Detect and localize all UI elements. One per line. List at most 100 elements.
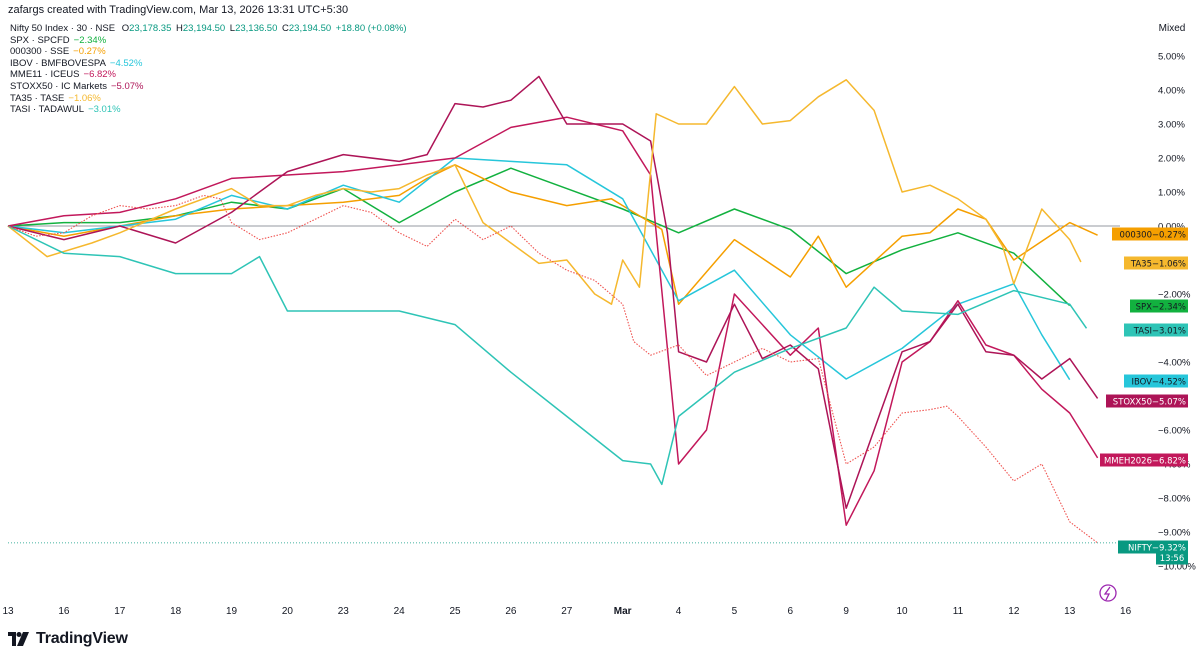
x-tick-label: 13 [2, 606, 14, 617]
legend-item-name: MME11 · ICEUS [10, 69, 80, 81]
x-tick-label: Mar [614, 606, 632, 617]
legend-open-value: 23,178.35 [129, 23, 172, 34]
legend-change-value: +18.80 (+0.08%) [335, 23, 407, 34]
x-tick-label: 26 [505, 606, 517, 617]
price-tag-label: TA35 [1130, 259, 1152, 269]
y-tick-label: 3.00% [1158, 120, 1185, 131]
y-tick-label: −8.00% [1158, 494, 1191, 505]
price-tag-label-bg [1100, 453, 1156, 467]
legend-high-label: H [176, 23, 183, 34]
realtime-bolt-icon [1103, 586, 1111, 601]
legend-item-value: −4.52% [109, 57, 143, 69]
x-tick-label: 16 [1120, 606, 1132, 617]
series-line-tasi[interactable] [7, 225, 1088, 486]
price-tag-value-bg [1156, 256, 1188, 270]
price-tag-label-bg [1124, 374, 1156, 388]
legend-item-name: TA35 · TASE [10, 92, 65, 104]
price-tag-000300[interactable]: 000300 −0.27% [1112, 227, 1188, 241]
price-tag-tasi[interactable]: TASI −3.01% [1124, 323, 1188, 337]
x-tick-label: 16 [58, 606, 70, 617]
x-tick-label: 25 [449, 606, 461, 617]
legend-open-label: O [121, 23, 130, 34]
price-tag-ibov[interactable]: IBOV −4.52% [1124, 374, 1188, 388]
legend-item-spx[interactable]: SPX · SPCFD −2.34% [10, 35, 409, 47]
series-line-ta35[interactable] [7, 79, 1082, 305]
legend-item-name: SPX · SPCFD [10, 34, 70, 46]
legend-item-value: −5.07% [110, 80, 144, 92]
price-tag-value-bg [1156, 299, 1188, 313]
price-tag-label-bg [1106, 394, 1156, 408]
legend-item-ta35[interactable]: TA35 · TASE −1.06% [10, 93, 409, 105]
y-tick-label: 4.00% [1158, 86, 1185, 97]
x-tick-label: 10 [897, 606, 909, 617]
price-tag-value-bg [1156, 540, 1188, 565]
legend-item-000300[interactable]: 000300 · SSE −0.27% [10, 46, 409, 58]
x-tick-label: 12 [1008, 606, 1020, 617]
legend-item-name: STOXX50 · IC Markets [10, 80, 107, 92]
price-tag-value-bg [1156, 227, 1188, 241]
price-tag-label: STOXX50 [1113, 397, 1152, 407]
price-tag-value: −5.07% [1152, 397, 1186, 407]
price-tag-value: −1.06% [1152, 259, 1186, 269]
legend-main-row[interactable]: Nifty 50 Index · 30 · NSE O23,178.35 H23… [10, 23, 409, 35]
legend-item-name: 000300 · SSE [10, 46, 70, 58]
x-tick-label: 20 [282, 606, 294, 617]
x-tick-label: 5 [732, 606, 738, 617]
price-tag-label: NIFTY [1128, 543, 1153, 553]
price-tag-countdown: 13:56 [1160, 554, 1185, 564]
y-tick-label: 2.00% [1158, 154, 1185, 165]
price-tag-value-bg [1156, 394, 1188, 408]
series-line-spx[interactable] [7, 167, 1071, 307]
legend-high-value: 23,194.50 [182, 23, 226, 34]
y-tick-label: −2.00% [1158, 290, 1191, 301]
y-tick-label: −6.00% [1158, 426, 1191, 437]
series-line-mme11[interactable] [7, 116, 1099, 526]
legend-item-stoxx50[interactable]: STOXX50 · IC Markets −5.07% [10, 81, 409, 93]
price-tag-stoxx50[interactable]: STOXX50 −5.07% [1106, 394, 1188, 408]
legend-item-value: −3.01% [88, 104, 121, 116]
legend-close-value: 23,194.50 [288, 23, 332, 34]
legend-item-ibov[interactable]: IBOV · BMFBOVESPA −4.52% [10, 58, 409, 70]
x-tick-label: 27 [561, 606, 573, 617]
legend-item-value: −1.06% [68, 92, 101, 104]
tradingview-logo-icon [8, 632, 29, 646]
price-tag-label-bg [1124, 323, 1156, 337]
price-tag-label: MMEH2026 [1104, 456, 1152, 466]
price-tag-label-bg [1130, 299, 1156, 313]
y-tick-label: −4.00% [1158, 358, 1191, 369]
price-tag-value: −4.52% [1152, 377, 1186, 387]
y-tick-label: 5.00% [1158, 52, 1185, 63]
legend-item-value: −0.27% [73, 46, 106, 58]
price-tag-ta35[interactable]: TA35 −1.06% [1124, 256, 1188, 270]
series-line-000300[interactable] [7, 164, 1098, 305]
series-line-ibov[interactable] [7, 157, 1071, 381]
tradingview-logo-text: TradingView [36, 630, 128, 647]
price-tag-label: IBOV [1131, 377, 1152, 387]
price-tag-value-bg [1156, 323, 1188, 337]
price-tag-label-bg [1118, 540, 1156, 554]
y-tick-label: 0.00% [1158, 222, 1185, 233]
price-tag-spx[interactable]: SPX −2.34% [1130, 299, 1188, 313]
series-line-nifty[interactable] [7, 194, 1098, 544]
series-line-stoxx50[interactable] [7, 75, 1099, 509]
x-tick-label: 24 [394, 606, 406, 617]
price-tag-mme11[interactable]: MMEH2026 −6.82% [1100, 453, 1188, 467]
chart-attribution: zafargs created with TradingView.com, Ma… [8, 4, 349, 16]
price-tag-label: TASI [1133, 326, 1152, 336]
scale-mode-button[interactable]: Mixed [1158, 23, 1186, 34]
price-tag-value: −6.82% [1152, 456, 1186, 466]
legend-main-name: Nifty 50 Index · 30 · NSE [10, 23, 116, 34]
legend-item-value: −6.82% [83, 69, 117, 81]
legend-item-name: IBOV · BMFBOVESPA [10, 57, 106, 69]
legend-item-tasi[interactable]: TASI · TADAWUL −3.01% [10, 104, 409, 116]
x-tick-label: 19 [226, 606, 238, 617]
realtime-icon[interactable] [1099, 584, 1117, 602]
x-tick-label: 4 [676, 606, 682, 617]
x-tick-label: 9 [843, 606, 849, 617]
price-tag-nifty[interactable]: NIFTY −9.32%13:56 [1118, 540, 1188, 565]
price-tag-label: SPX [1136, 302, 1153, 312]
legend-item-mme11[interactable]: MME11 · ICEUS −6.82% [10, 69, 409, 81]
tradingview-logo[interactable]: TradingView [8, 630, 128, 648]
legend-low-value: 23,136.50 [235, 23, 278, 34]
